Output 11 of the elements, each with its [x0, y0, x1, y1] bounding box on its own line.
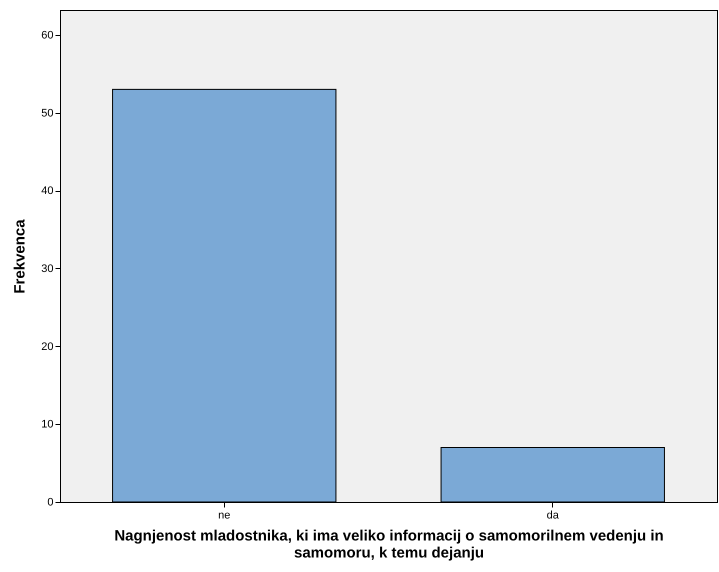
y-tick-label: 60	[41, 29, 54, 42]
y-tick-label: 40	[41, 185, 54, 198]
y-axis-title: Frekvenca	[11, 218, 28, 294]
x-axis-title: Nagnjenost mladostnika, ki ima veliko informacij o samomorilnem vedenju in samomoru, k temu dejanju	[114, 528, 664, 562]
x-tick-label: da	[546, 510, 560, 522]
y-tick-label: 20	[41, 340, 54, 353]
y-tick-label: 0	[47, 496, 54, 508]
x-tick-label: ne	[218, 510, 230, 522]
y-tick-label: 50	[41, 107, 54, 120]
y-tick-label: 30	[41, 262, 54, 275]
y-tick-label: 10	[41, 418, 54, 431]
